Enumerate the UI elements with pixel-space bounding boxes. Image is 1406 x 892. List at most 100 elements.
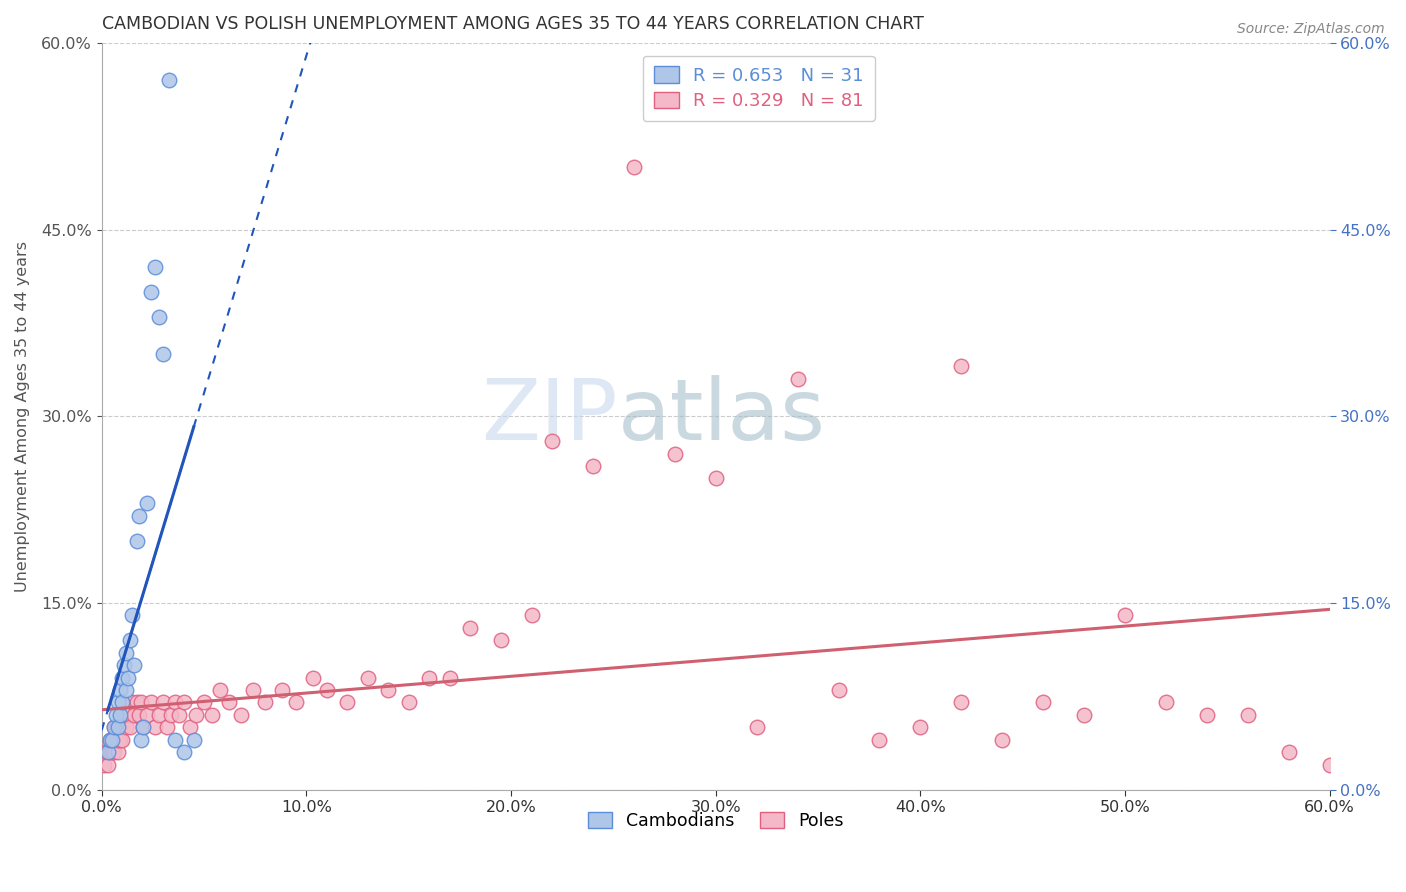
Legend: Cambodians, Poles: Cambodians, Poles [581,805,851,837]
Point [121,696,143,710]
Point [103,720,125,734]
Point [827,683,849,698]
Point [242,683,264,698]
Point [157,73,180,87]
Point [121,608,143,623]
Point [1319,757,1341,772]
Point [105,732,128,747]
Point [107,732,129,747]
Point [148,707,170,722]
Point [131,720,153,734]
Point [1114,608,1136,623]
Point [357,671,380,685]
Point [115,646,138,660]
Point [105,707,128,722]
Point [108,720,131,734]
Point [169,707,191,722]
Point [111,671,134,685]
Point [111,696,134,710]
Point [125,696,148,710]
Point [745,720,768,734]
Point [991,732,1014,747]
Point [183,732,205,747]
Point [98,732,121,747]
Point [193,696,215,710]
Point [148,310,170,324]
Point [377,683,399,698]
Text: ZIP: ZIP [481,375,617,458]
Point [315,683,337,698]
Text: Source: ZipAtlas.com: Source: ZipAtlas.com [1237,22,1385,37]
Point [94,745,117,759]
Point [1073,707,1095,722]
Point [201,707,224,722]
Point [1032,696,1054,710]
Point [108,683,131,698]
Point [179,720,201,734]
Point [98,732,121,747]
Point [139,696,162,710]
Point [173,696,195,710]
Point [165,732,187,747]
Point [93,757,115,772]
Point [124,707,146,722]
Point [108,732,131,747]
Point [128,707,150,722]
Point [120,720,142,734]
Point [173,745,195,759]
Point [910,720,932,734]
Point [218,696,240,710]
Point [1195,707,1218,722]
Point [664,446,686,460]
Point [131,720,153,734]
Point [143,260,166,274]
Point [117,671,139,685]
Point [103,720,125,734]
Point [254,696,277,710]
Point [101,732,124,747]
Point [520,608,543,623]
Point [117,707,139,722]
Point [165,696,187,710]
Point [103,745,125,759]
Point [107,696,129,710]
Point [112,707,135,722]
Point [139,285,162,299]
Point [623,161,645,175]
Point [418,671,440,685]
Point [704,471,727,485]
Point [270,683,292,698]
Point [398,696,420,710]
Point [301,671,323,685]
Point [1154,696,1177,710]
Point [108,707,131,722]
Point [489,633,512,648]
Point [124,658,146,673]
Y-axis label: Unemployment Among Ages 35 to 44 years: Unemployment Among Ages 35 to 44 years [15,241,30,591]
Point [112,658,135,673]
Point [458,621,481,635]
Point [125,533,148,548]
Point [582,458,605,473]
Point [156,720,179,734]
Point [98,745,121,759]
Point [160,707,183,722]
Point [105,720,128,734]
Point [950,696,973,710]
Point [97,757,120,772]
Point [1278,745,1301,759]
Point [111,720,134,734]
Point [229,707,252,722]
Point [97,745,120,759]
Point [120,633,142,648]
Point [285,696,308,710]
Point [541,434,564,449]
Point [101,745,124,759]
Point [1237,707,1260,722]
Point [90,745,112,759]
Point [115,683,138,698]
Point [143,720,166,734]
Point [336,696,359,710]
Point [152,347,174,361]
Point [129,732,152,747]
